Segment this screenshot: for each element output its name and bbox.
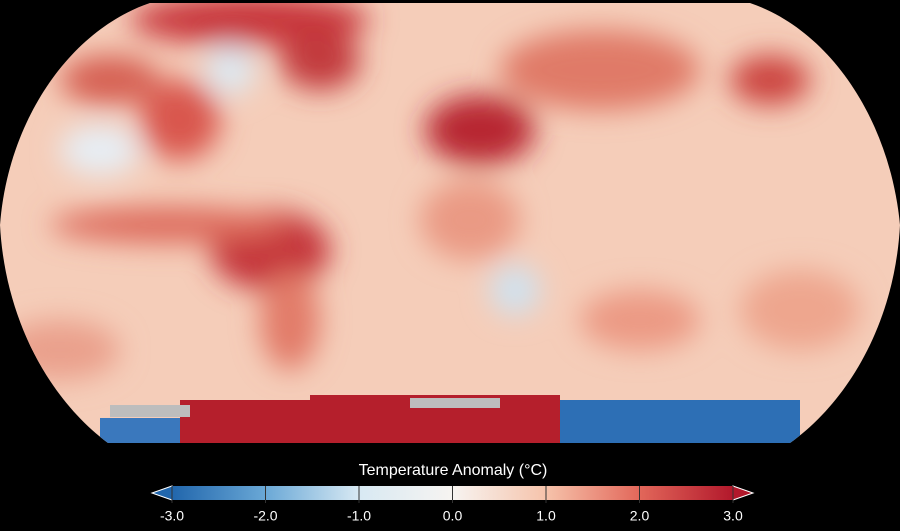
colorbar-title: Temperature Anomaly (°C) (359, 462, 548, 479)
colorbar-tick-label: 1.0 (536, 508, 556, 524)
temperature-map (0, 3, 900, 443)
colorbar-tick-label: 3.0 (723, 508, 743, 524)
colorbar-extend-high (732, 485, 755, 501)
colorbar-tick-label: 2.0 (630, 508, 650, 524)
colorbar-tick-label: 0.0 (443, 508, 463, 524)
colorbar-extend-low (150, 485, 173, 501)
colorbar-tick-label: -1.0 (347, 508, 371, 524)
colorbar: -3.0 -2.0 -1.0 0.0 1.0 2.0 3.0 (150, 485, 755, 524)
colorbar-tick-label: -2.0 (253, 508, 277, 524)
colorbar-tick-label: -3.0 (160, 508, 184, 524)
